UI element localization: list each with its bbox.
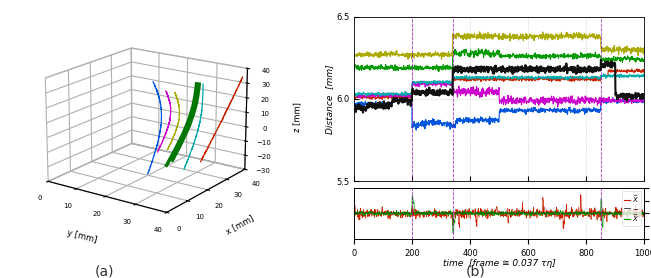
Text: (b): (b) bbox=[465, 264, 485, 278]
X-axis label: y [mm]: y [mm] bbox=[66, 228, 98, 244]
Text: (a): (a) bbox=[94, 264, 114, 278]
Y-axis label: Distance  [mm]: Distance [mm] bbox=[326, 64, 335, 134]
Y-axis label: x [mm]: x [mm] bbox=[225, 214, 256, 236]
X-axis label: time  [frame ≅ 0.037 τη]: time [frame ≅ 0.037 τη] bbox=[443, 259, 556, 268]
Legend: $\vec{X}$, $-$, $\vec{X}$: $\vec{X}$, $-$, $\vec{X}$ bbox=[622, 191, 641, 226]
